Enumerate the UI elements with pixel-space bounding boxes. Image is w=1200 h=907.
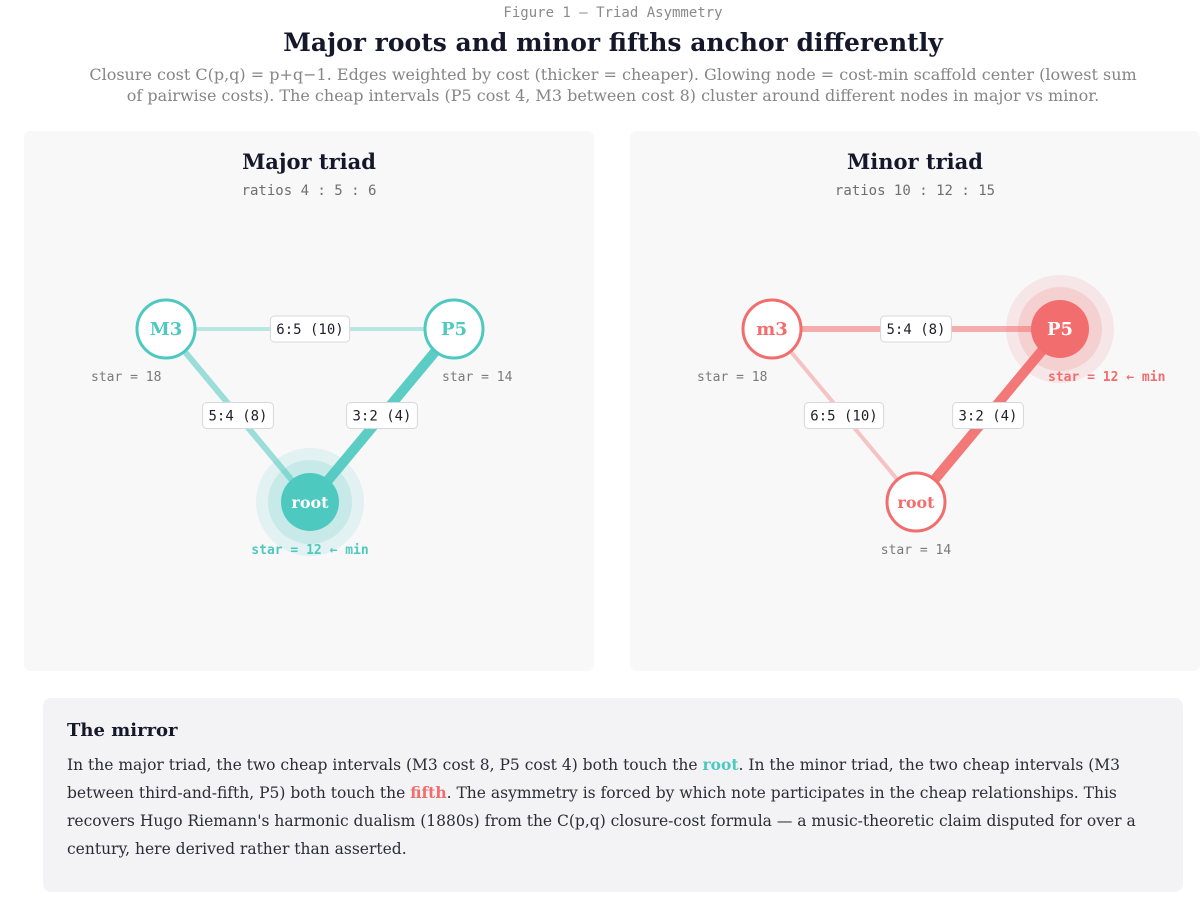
edge-label-box bbox=[346, 402, 418, 429]
edge-label: 6:5 (10) bbox=[269, 315, 351, 343]
panel-ratios: ratios 10 : 12 : 15 bbox=[834, 183, 996, 199]
edge-label-box bbox=[202, 402, 274, 429]
edge-label: 3:2 (4) bbox=[346, 402, 418, 429]
edge-label: 3:2 (4) bbox=[952, 402, 1024, 429]
edge-label-box bbox=[952, 402, 1024, 429]
note-text: . The asymmetry is forced by which note … bbox=[67, 784, 1136, 858]
node-root: root star = 14 bbox=[881, 471, 952, 558]
node-label: root bbox=[897, 493, 935, 512]
node-label: M3 bbox=[150, 319, 182, 340]
node-fifth: P5 star = 14 bbox=[423, 298, 513, 385]
edge-label-box bbox=[880, 315, 952, 343]
node-circle bbox=[423, 298, 485, 360]
edge-label: 5:4 (8) bbox=[202, 402, 274, 429]
note-highlight-root: root bbox=[702, 755, 739, 774]
node-root: root star = 12 ← min bbox=[251, 448, 369, 558]
edge-label-text: 5:4 (8) bbox=[208, 409, 267, 425]
edge-label-text: 6:5 (10) bbox=[276, 322, 343, 338]
note-highlight-fifth: fifth bbox=[410, 783, 447, 802]
node-circle bbox=[281, 473, 339, 531]
node-circle bbox=[135, 298, 197, 360]
note-title: The mirror bbox=[67, 720, 178, 741]
edge-label-box bbox=[269, 315, 351, 343]
star-score: star = 18 bbox=[91, 370, 161, 385]
edge-label-text: 5:4 (8) bbox=[886, 322, 945, 338]
node-third: M3 star = 18 bbox=[91, 298, 197, 385]
edge-label-text: 3:2 (4) bbox=[352, 409, 411, 425]
figure-subtitle: Closure cost C(p,q) = p+q−1. Edges weigh… bbox=[89, 65, 1137, 105]
edge-label-text: 6:5 (10) bbox=[810, 409, 877, 425]
node-circle bbox=[741, 298, 803, 360]
star-score: star = 18 bbox=[697, 370, 767, 385]
node-third: m3 star = 18 bbox=[697, 298, 803, 385]
edge-label-text: 3:2 (4) bbox=[958, 409, 1017, 425]
major-triad-graph: M3 star = 18 P5 star = 14 root star = 12 ← mi… bbox=[91, 298, 513, 558]
minor-triad-graph: m3 star = 18 P5 star = 12 ← min root star = 1… bbox=[697, 275, 1165, 558]
panel-title: Major triad bbox=[242, 149, 376, 174]
note-body: In the major triad, the two cheap interv… bbox=[67, 751, 1159, 863]
figure-label: Figure 1 — Triad Asymmetry bbox=[503, 5, 723, 21]
star-score: star = 14 bbox=[881, 543, 952, 558]
edge-label-box bbox=[803, 402, 885, 429]
minor-triad-panel: Minor triad ratios 10 : 12 : 15 m3 star =… bbox=[630, 131, 1200, 671]
edge-label: 6:5 (10) bbox=[803, 402, 885, 429]
note-text: In the major triad, the two cheap interv… bbox=[67, 756, 703, 774]
note-text: . In the minor triad, the two cheap inte… bbox=[67, 756, 1121, 802]
edge-label: 5:4 (8) bbox=[880, 315, 952, 343]
node-circle bbox=[885, 471, 947, 533]
star-score: star = 14 bbox=[442, 370, 513, 385]
star-score: star = 12 ← min bbox=[251, 543, 368, 558]
mirror-note: The mirror In the major triad, the two c… bbox=[43, 698, 1183, 892]
node-label: P5 bbox=[1047, 319, 1073, 340]
figure-title: Major roots and minor fifths anchor diff… bbox=[283, 28, 943, 57]
panel-title: Minor triad bbox=[847, 149, 983, 174]
panel-ratios: ratios 4 : 5 : 6 bbox=[241, 183, 377, 199]
node-label: root bbox=[291, 493, 329, 512]
major-triad-panel: Major triad ratios 4 : 5 : 6 M3 star = 18… bbox=[24, 131, 594, 671]
node-label: P5 bbox=[441, 319, 467, 340]
node-circle bbox=[1031, 300, 1089, 358]
node-label: m3 bbox=[756, 319, 788, 340]
star-score: star = 12 ← min bbox=[1048, 370, 1165, 385]
node-fifth: P5 star = 12 ← min bbox=[1006, 275, 1165, 385]
